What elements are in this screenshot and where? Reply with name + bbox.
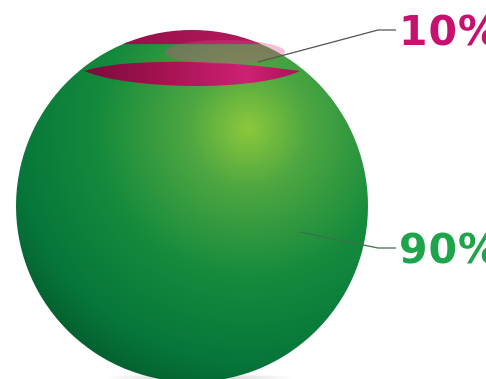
leader-line-90 <box>299 231 396 249</box>
cap-highlight <box>165 40 285 64</box>
slice-label-90: 90% <box>399 225 486 273</box>
leader-line-10 <box>257 29 396 63</box>
cap-edge <box>84 61 300 87</box>
slice-90-percent <box>16 30 368 379</box>
slice-label-10: 10% <box>399 7 486 55</box>
